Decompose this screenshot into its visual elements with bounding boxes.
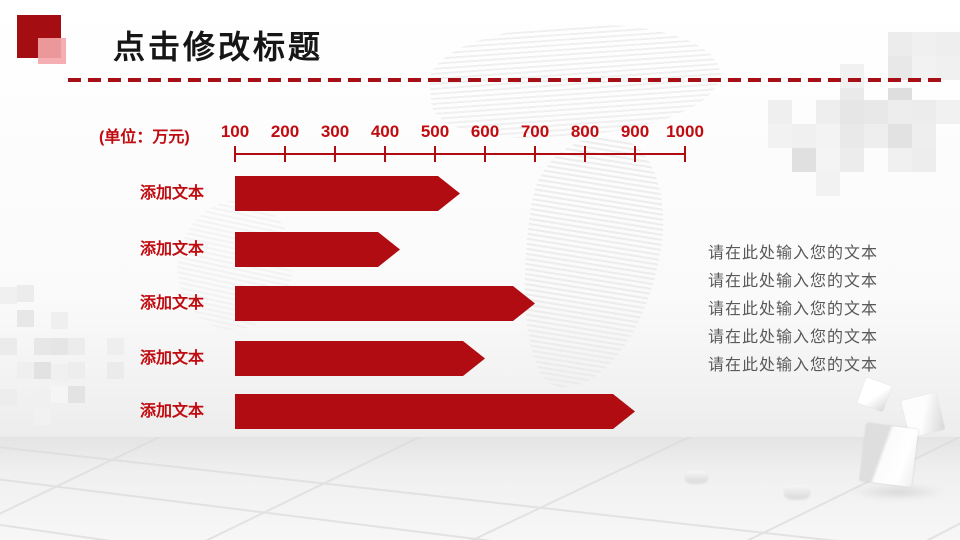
mosaic-square	[912, 100, 936, 124]
cube-decoration-small	[857, 377, 892, 412]
axis-tick-label: 600	[470, 122, 500, 141]
bar-arrow	[235, 176, 460, 211]
mosaic-square	[912, 56, 936, 80]
mosaic-square	[768, 124, 792, 148]
axis-tick-label: 200	[270, 122, 300, 141]
perspective-floor	[0, 437, 960, 540]
bar-category-label[interactable]: 添加文本	[140, 241, 205, 258]
mosaic-square	[816, 100, 840, 124]
axis-tick-mark	[334, 146, 336, 162]
mosaic-square	[936, 32, 960, 56]
mosaic-square	[51, 364, 68, 381]
mosaic-square	[912, 124, 936, 148]
mosaic-square	[51, 386, 68, 403]
axis-tick-label: 900	[620, 122, 650, 141]
axis-tick-mark	[234, 146, 236, 162]
mosaic-square	[888, 32, 912, 56]
axis-tick-mark	[484, 146, 486, 162]
mosaic-square	[34, 389, 51, 406]
mosaic-square	[51, 338, 68, 355]
axis-tick-label: 400	[370, 122, 400, 141]
axis-tick-mark	[534, 146, 536, 162]
mosaic-square	[34, 408, 51, 425]
bar-arrow	[235, 341, 485, 376]
bar-category-label[interactable]: 添加文本	[140, 350, 205, 367]
mosaic-square	[816, 148, 840, 172]
mosaic-square	[107, 338, 124, 355]
side-placeholder-line[interactable]: 请在此处输入您的文本	[708, 301, 879, 318]
mosaic-square	[34, 362, 51, 379]
pebble-decoration	[784, 485, 810, 498]
mosaic-square	[0, 287, 17, 304]
mosaic-square	[840, 124, 864, 148]
mosaic-square	[17, 285, 34, 302]
mosaic-square	[864, 100, 888, 124]
floor-grid-lines	[0, 437, 960, 540]
axis-tick-mark	[684, 146, 686, 162]
slide-title[interactable]: 点击修改标题	[113, 29, 324, 65]
title-accent-square-pink	[38, 38, 66, 64]
mosaic-square	[34, 338, 51, 355]
axis-tick-mark	[434, 146, 436, 162]
side-placeholder-line[interactable]: 请在此处输入您的文本	[708, 329, 879, 346]
mosaic-square	[17, 310, 34, 327]
axis-tick-label: 300	[320, 122, 350, 141]
mosaic-square	[107, 362, 124, 379]
mosaic-square	[840, 148, 864, 172]
mosaic-square	[68, 338, 85, 355]
axis-tick-label: 800	[570, 122, 600, 141]
axis-tick-label: 500	[420, 122, 450, 141]
mosaic-square	[0, 338, 17, 355]
mosaic-square	[0, 389, 17, 406]
mosaic-square	[888, 56, 912, 80]
world-map-decoration-south-america	[503, 126, 678, 399]
axis-tick-mark	[634, 146, 636, 162]
mosaic-square	[68, 386, 85, 403]
axis-tick-mark	[584, 146, 586, 162]
mosaic-square	[816, 172, 840, 196]
axis-tick-label: 700	[520, 122, 550, 141]
axis-tick-mark	[384, 146, 386, 162]
mosaic-square	[936, 100, 960, 124]
axis-line	[235, 153, 686, 155]
mosaic-square	[888, 148, 912, 172]
mosaic-square	[768, 100, 792, 124]
bar-category-label[interactable]: 添加文本	[140, 403, 205, 420]
pebble-decoration	[685, 471, 708, 482]
side-placeholder-text-block: 请在此处输入您的文本 请在此处输入您的文本 请在此处输入您的文本 请在此处输入您的文本…	[708, 240, 878, 380]
bar-arrow	[235, 286, 535, 321]
axis-tick-mark	[284, 146, 286, 162]
mosaic-square	[912, 32, 936, 56]
title-dashed-divider	[68, 78, 944, 82]
side-placeholder-line[interactable]: 请在此处输入您的文本	[708, 357, 879, 374]
mosaic-square	[68, 362, 85, 379]
bar-arrow	[235, 394, 635, 429]
mosaic-square	[936, 56, 960, 80]
mosaic-square	[840, 100, 864, 124]
bar-category-label[interactable]: 添加文本	[140, 185, 205, 202]
axis-tick-label: 100	[220, 122, 250, 141]
mosaic-square	[792, 124, 816, 148]
mosaic-square	[792, 148, 816, 172]
cube-shadow	[852, 484, 944, 500]
axis-tick-label: 1000	[666, 122, 704, 141]
mosaic-square	[888, 100, 912, 124]
cube-decoration-large	[859, 423, 919, 487]
mosaic-square	[17, 362, 34, 379]
bar-arrow	[235, 232, 400, 267]
side-placeholder-line[interactable]: 请在此处输入您的文本	[708, 273, 879, 290]
side-placeholder-line[interactable]: 请在此处输入您的文本	[708, 245, 879, 262]
axis-unit-label: (单位：万元)	[99, 129, 190, 146]
mosaic-square	[51, 312, 68, 329]
mosaic-square	[912, 148, 936, 172]
mosaic-square	[816, 124, 840, 148]
mosaic-square	[864, 124, 888, 148]
bar-category-label[interactable]: 添加文本	[140, 295, 205, 312]
mosaic-square	[888, 124, 912, 148]
mosaic-square	[840, 64, 864, 88]
